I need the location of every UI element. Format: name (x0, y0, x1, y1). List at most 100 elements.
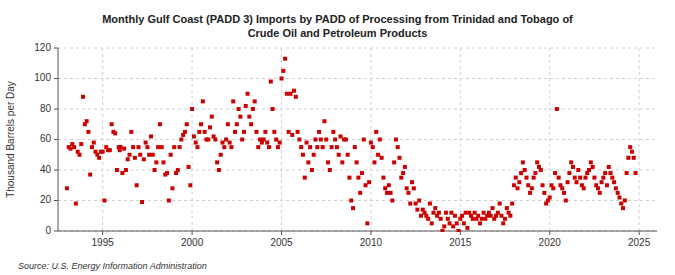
y-tick (54, 78, 58, 79)
point (567, 171, 571, 175)
point (254, 130, 258, 134)
point (290, 133, 294, 137)
point (564, 199, 568, 203)
point (510, 202, 514, 206)
point (451, 224, 455, 228)
point (265, 141, 269, 145)
point (179, 138, 183, 142)
x-tick-label: 2000 (181, 237, 204, 248)
point (144, 141, 148, 145)
point (237, 107, 241, 111)
point (194, 141, 198, 145)
point (221, 141, 225, 145)
point (126, 157, 130, 161)
x-tick-label: 2015 (449, 237, 472, 248)
point (167, 199, 171, 203)
y-tick (54, 200, 58, 201)
point (172, 145, 176, 149)
point (512, 183, 516, 187)
point (299, 145, 303, 149)
point (138, 153, 142, 157)
point (448, 221, 452, 225)
point (195, 145, 199, 149)
point (589, 160, 593, 164)
point (476, 214, 480, 218)
point (616, 191, 620, 195)
grid-line-x (460, 48, 461, 231)
point (355, 160, 359, 164)
grid-line-x (281, 48, 282, 231)
point (553, 171, 557, 175)
point (489, 214, 493, 218)
point (383, 186, 387, 190)
point (294, 95, 298, 99)
point (465, 226, 469, 230)
point (592, 176, 596, 180)
point (287, 130, 291, 134)
point (346, 153, 350, 157)
point (324, 138, 328, 142)
point (455, 221, 459, 225)
point (344, 138, 348, 142)
point (321, 145, 325, 149)
point (120, 171, 124, 175)
point (183, 130, 187, 134)
point (557, 176, 561, 180)
point (229, 145, 233, 149)
x-tick (102, 231, 103, 235)
ticks: 0204060801001201995200020052010201520202… (34, 42, 650, 248)
point (108, 148, 112, 152)
point (471, 217, 475, 221)
point (516, 186, 520, 190)
point (607, 165, 611, 169)
point (86, 130, 90, 134)
point (376, 153, 380, 157)
point (240, 138, 244, 142)
grid-line-x (192, 48, 193, 231)
point (569, 160, 573, 164)
grid-line-x (639, 48, 640, 231)
y-tick-label: 40 (40, 164, 52, 175)
point (535, 160, 539, 164)
point (313, 138, 317, 142)
point (92, 141, 96, 145)
y-tick-label: 0 (45, 225, 51, 236)
point (77, 153, 81, 157)
point (583, 176, 587, 180)
point (72, 145, 76, 149)
point (367, 180, 371, 184)
point (630, 150, 634, 154)
point (353, 145, 357, 149)
point (555, 107, 559, 111)
point (128, 153, 132, 157)
point (623, 199, 627, 203)
point (490, 206, 494, 210)
point (442, 224, 446, 228)
point (410, 180, 414, 184)
point (387, 183, 391, 187)
point (165, 171, 169, 175)
point (101, 150, 105, 154)
x-tick-label: 2025 (628, 237, 651, 248)
point (158, 122, 162, 126)
point (306, 160, 310, 164)
point (206, 138, 210, 142)
point (210, 115, 214, 119)
point (433, 206, 437, 210)
points (65, 57, 638, 232)
point (115, 168, 119, 172)
point (153, 168, 157, 172)
point (249, 122, 253, 126)
point (560, 186, 564, 190)
point (317, 130, 321, 134)
point (312, 153, 316, 157)
point (122, 147, 126, 151)
point (449, 211, 453, 215)
point (603, 171, 607, 175)
point (431, 211, 435, 215)
point (65, 186, 69, 190)
point (119, 145, 123, 149)
point (238, 115, 242, 119)
point (412, 186, 416, 190)
point (187, 165, 191, 169)
